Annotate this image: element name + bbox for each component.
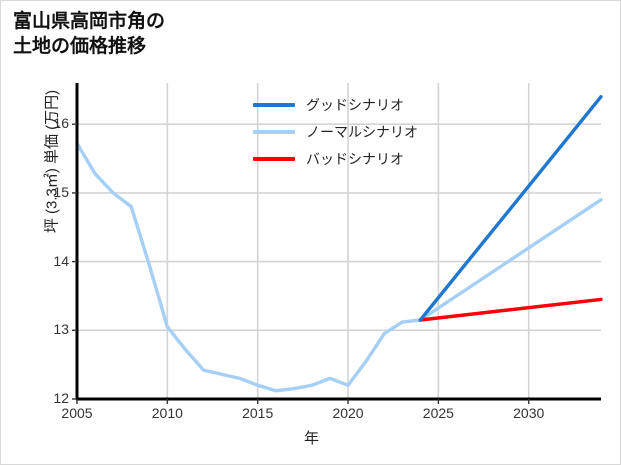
axis-spines [75,83,601,401]
y-tick-label: 15 [53,183,69,200]
y-tick-label: 16 [53,115,69,132]
y-tick-label: 14 [53,252,69,269]
chart-legend: グッドシナリオ ノーマルシナリオ バッドシナリオ [253,91,418,172]
x-tick-label: 2030 [513,405,545,421]
legend-item[interactable]: ノーマルシナリオ [253,118,418,145]
x-tick-label: 2015 [242,405,274,421]
x-tick-label: 2020 [332,405,364,421]
y-axis-label: 坪 (3.3㎡) 単価 (万円) [43,89,61,234]
legend-color-swatch [253,156,295,161]
y-tick-label: 13 [53,321,69,338]
legend-color-swatch [253,102,295,107]
gridlines [76,83,601,400]
series-layer [75,95,603,393]
x-axis-label: 年 [303,430,319,447]
page-title: 富山県高岡市角の 土地の価格推移 [13,11,166,58]
x-tick-label: 2005 [61,405,93,421]
legend-label: ノーマルシナリオ [306,123,418,140]
legend-item[interactable]: バッドシナリオ [253,145,418,172]
x-tick-label: 2010 [151,405,183,421]
legend-label: グッドシナリオ [306,96,404,113]
legend-item[interactable]: グッドシナリオ [253,91,418,118]
legend-label: バッドシナリオ [306,150,404,167]
legend-color-swatch [253,129,295,134]
x-tick-label: 2025 [422,405,454,421]
tick-marks [72,123,530,404]
y-tick-label: 12 [53,390,69,406]
